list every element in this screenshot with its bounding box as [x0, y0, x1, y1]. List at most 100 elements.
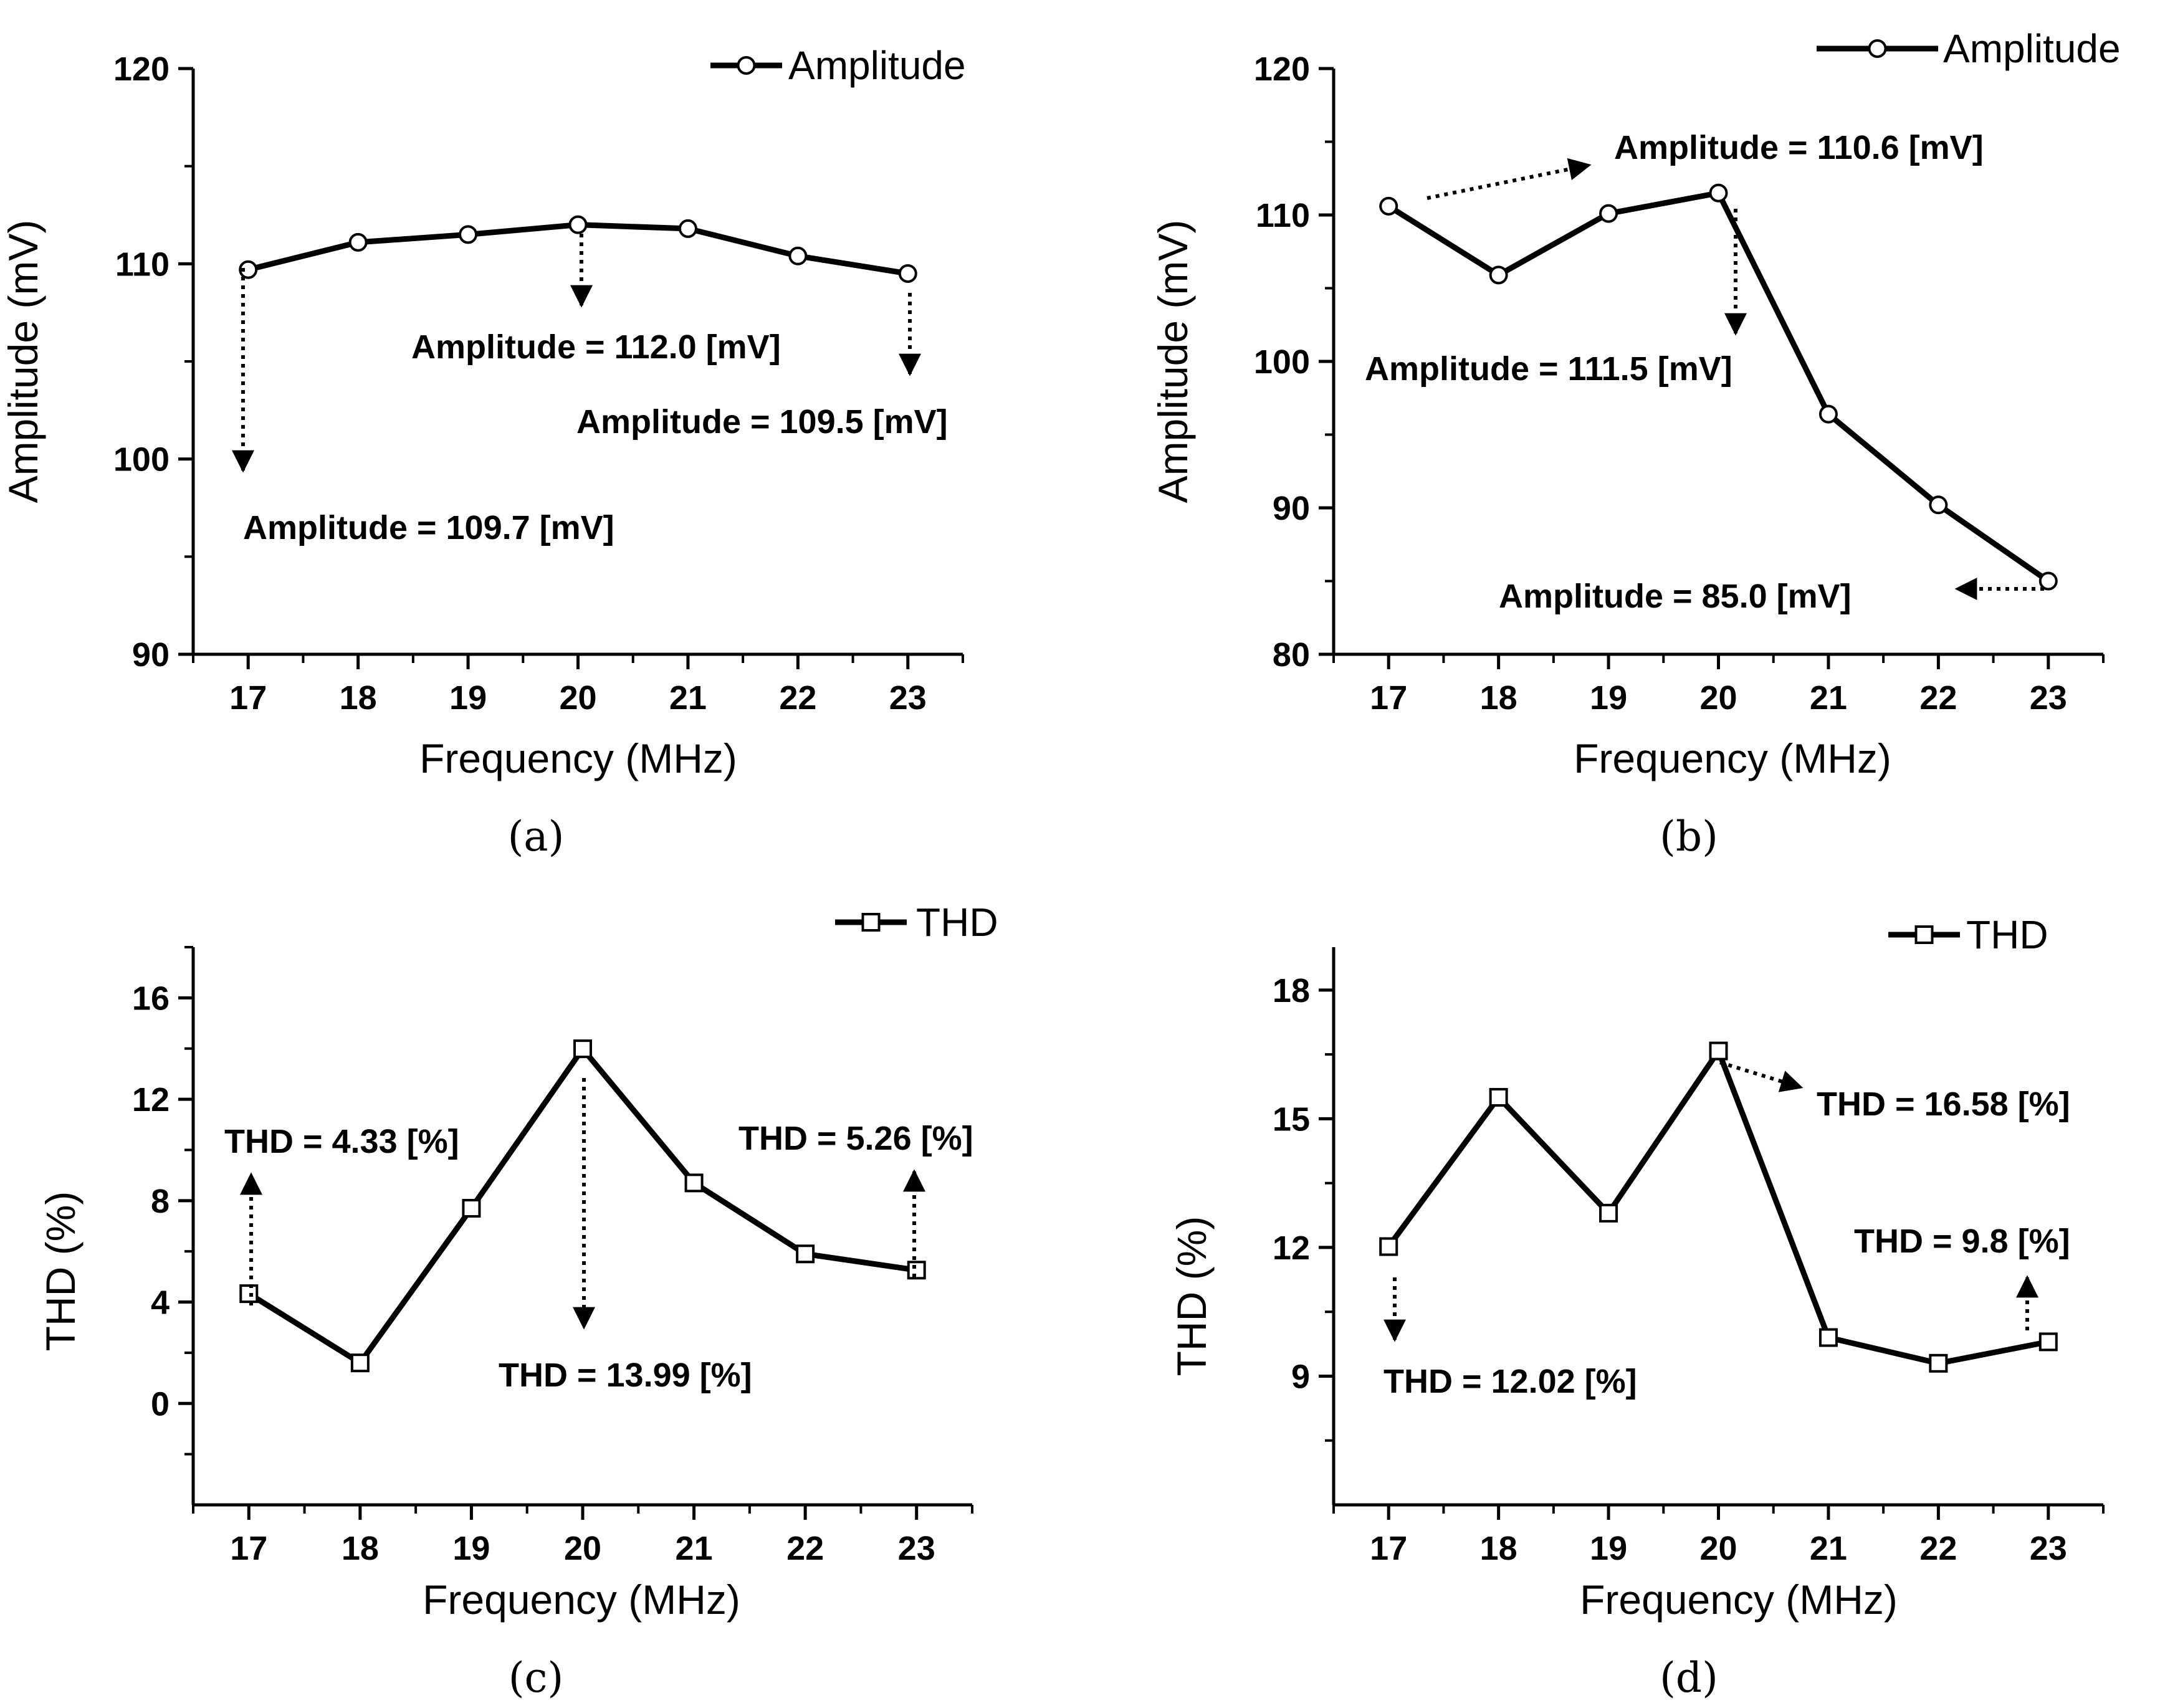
- data-point: [573, 1039, 592, 1059]
- x-axis-label: Frequency (MHz): [423, 1577, 740, 1623]
- x-tick-label: 22: [1919, 679, 1957, 717]
- chart-panel-2: 17 18 19 20 21 22 23 0 4 8 12 16 Frequency (MHz) THD …: [37, 900, 998, 1702]
- annotation-label: THD = 5.26 [%]: [738, 1120, 973, 1157]
- y-tick-label: 12: [1273, 1229, 1310, 1267]
- x-tick-label: 18: [340, 679, 377, 717]
- y-tick-label: 120: [113, 50, 170, 88]
- x-tick-label: 18: [1480, 679, 1517, 717]
- legend-marker: [861, 913, 881, 932]
- annotation-label: Amplitude = 110.6 [mV]: [1614, 129, 1984, 166]
- data-point: [678, 219, 697, 238]
- annotation-label: THD = 16.58 [%]: [1817, 1085, 2070, 1123]
- annotation-arrow: [1719, 1061, 1804, 1092]
- data-point: [1818, 404, 1838, 424]
- panel-caption: (b): [1660, 813, 1718, 861]
- data-point: [907, 1261, 926, 1280]
- y-tick-label: 4: [151, 1284, 170, 1322]
- x-tick-label: 17: [1370, 679, 1407, 717]
- panel-caption: (a): [508, 813, 565, 861]
- legend-label: THD: [916, 900, 998, 945]
- x-tick-label: 17: [1370, 1530, 1407, 1567]
- x-tick-label: 20: [1699, 1530, 1737, 1567]
- x-tick-label: 18: [1480, 1530, 1517, 1567]
- data-point: [348, 232, 368, 252]
- panel-caption: (c): [509, 1654, 563, 1702]
- x-tick-label: 22: [779, 679, 816, 717]
- x-tick-label: 21: [1810, 679, 1847, 717]
- annotation-label: Amplitude = 112.0 [mV]: [411, 328, 781, 366]
- data-point: [1489, 265, 1508, 285]
- data-point: [568, 215, 588, 234]
- y-axis-label: THD (%): [1168, 1216, 1215, 1376]
- legend-label: Amplitude: [788, 43, 966, 88]
- y-tick-label: 80: [1273, 636, 1310, 674]
- data-point: [1709, 183, 1728, 203]
- y-axis-label: Amplitude (mV): [1150, 220, 1196, 503]
- panel-caption: (d): [1660, 1654, 1718, 1702]
- y-tick-label: 100: [113, 441, 170, 479]
- data-point: [898, 264, 917, 283]
- x-tick-label: 18: [342, 1530, 379, 1567]
- data-point: [684, 1173, 704, 1193]
- y-tick-label: 12: [132, 1081, 170, 1119]
- x-tick-label: 20: [564, 1530, 601, 1567]
- annotation-label: THD = 13.99 [%]: [499, 1357, 752, 1394]
- x-tick-label: 19: [1590, 679, 1627, 717]
- x-tick-label: 19: [452, 1530, 490, 1567]
- y-tick-label: 9: [1291, 1358, 1310, 1395]
- data-point: [1489, 1087, 1508, 1107]
- x-tick-label: 19: [1590, 1530, 1627, 1567]
- x-tick-label: 23: [2030, 1530, 2067, 1567]
- x-tick-label: 20: [1699, 679, 1737, 717]
- data-point: [239, 260, 258, 279]
- x-tick-label: 22: [786, 1530, 824, 1567]
- x-tick-label: 22: [1919, 1530, 1957, 1567]
- y-tick-label: 110: [1256, 197, 1310, 234]
- x-tick-label: 19: [449, 679, 487, 717]
- annotation-label: Amplitude = 109.7 [mV]: [243, 509, 614, 546]
- x-axis-label: Frequency (MHz): [419, 735, 737, 781]
- y-tick-label: 0: [151, 1385, 170, 1423]
- legend-label: Amplitude: [1943, 26, 2121, 71]
- annotation-label: THD = 4.33 [%]: [224, 1123, 459, 1160]
- y-axis-label: Amplitude (mV): [0, 220, 46, 503]
- annotation-arrow: [1426, 158, 1592, 200]
- x-axis-label: Frequency (MHz): [1580, 1577, 1898, 1623]
- data-point: [1929, 495, 1948, 515]
- chart-panel-0: 17 18 19 20 21 22 23 90 100 110 120 Frequency (MHz)…: [0, 43, 966, 861]
- data-point: [1379, 196, 1398, 216]
- legend-marker: [1914, 925, 1934, 944]
- x-tick-label: 23: [2030, 679, 2067, 717]
- data-point: [2038, 1332, 2058, 1352]
- annotation-label: THD = 9.8 [%]: [1854, 1223, 2070, 1260]
- x-tick-label: 17: [230, 1530, 267, 1567]
- y-tick-label: 90: [1273, 490, 1310, 527]
- data-point: [1599, 1203, 1618, 1223]
- y-tick-label: 16: [132, 980, 170, 1017]
- data-point: [1818, 1328, 1838, 1347]
- chart-panel-1: 17 18 19 20 21 22 23 80 90 100 110 120 Frequency (MH…: [1150, 26, 2121, 861]
- data-point: [2038, 571, 2058, 591]
- x-tick-label: 17: [229, 679, 267, 717]
- y-tick-label: 90: [132, 636, 170, 674]
- data-point: [459, 225, 478, 244]
- data-point: [1599, 204, 1618, 223]
- data-point: [788, 246, 808, 265]
- data-point: [1709, 1041, 1728, 1061]
- data-point: [796, 1244, 815, 1264]
- annotation-label: Amplitude = 109.5 [mV]: [576, 403, 948, 441]
- y-tick-label: 15: [1273, 1100, 1310, 1138]
- chart-panel-3: 17 18 19 20 21 22 23 9 12 15 18 Frequency (MHz) THD …: [1168, 912, 2105, 1702]
- legend-marker: [1868, 39, 1887, 58]
- annotation-label: Amplitude = 85.0 [mV]: [1499, 578, 1852, 615]
- x-tick-label: 23: [898, 1530, 935, 1567]
- data-point: [1379, 1237, 1398, 1256]
- y-tick-label: 100: [1254, 343, 1310, 381]
- y-tick-label: 18: [1273, 972, 1310, 1009]
- data-point: [350, 1353, 370, 1373]
- x-tick-label: 23: [889, 679, 927, 717]
- y-axis-label: THD (%): [37, 1191, 84, 1352]
- y-tick-label: 8: [151, 1183, 170, 1220]
- y-tick-label: 120: [1254, 50, 1310, 88]
